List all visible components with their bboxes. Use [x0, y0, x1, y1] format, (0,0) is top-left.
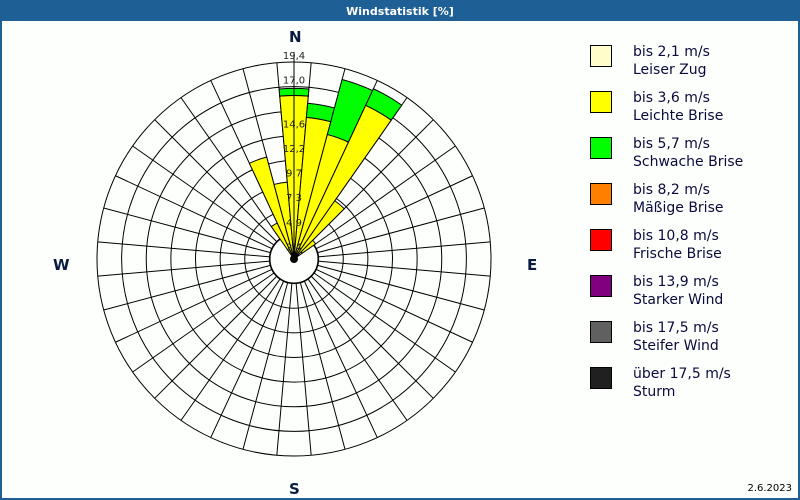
radial-tick-label: 4,9 [286, 218, 302, 229]
compass-west-label: W [53, 256, 70, 274]
legend-swatch [590, 137, 612, 159]
legend-swatch [590, 229, 612, 251]
radial-tick-label: 2,4 [286, 242, 302, 253]
legend-range: bis 8,2 m/s [633, 182, 710, 198]
legend-label: Steifer Wind [633, 338, 719, 354]
legend-swatch [590, 183, 612, 205]
window-title: Windstatistik [%] [2, 2, 798, 21]
legend-swatch [590, 91, 612, 113]
compass-south-label: S [289, 480, 300, 498]
radial-tick-label: 7,3 [286, 193, 302, 204]
radial-tick-label: 12,2 [283, 144, 305, 155]
compass-north-label: N [289, 28, 302, 46]
legend-swatch [590, 275, 612, 297]
wind-wedge-segment [300, 239, 317, 254]
legend-label: Mäßige Brise [633, 200, 724, 216]
legend-label: Leiser Zug [633, 62, 707, 78]
legend-range: bis 17,5 m/s [633, 320, 719, 336]
legend-range: bis 10,8 m/s [633, 228, 719, 244]
legend-range: bis 3,6 m/s [633, 90, 710, 106]
legend-label: Frische Brise [633, 246, 722, 262]
date-label: 2.6.2023 [747, 483, 792, 494]
legend-swatch [590, 367, 612, 389]
radial-tick-label: 17,0 [283, 76, 305, 87]
legend-label: Starker Wind [633, 292, 724, 308]
legend-range: über 17,5 m/s [633, 366, 731, 382]
radial-tick-label: 9,7 [286, 169, 302, 180]
radial-tick-label: 19,4 [283, 51, 305, 62]
compass-east-label: E [527, 256, 538, 274]
legend-range: bis 2,1 m/s [633, 44, 710, 60]
wind-wedge-segment [365, 88, 403, 121]
legend-swatch [590, 45, 612, 67]
legend-label: Schwache Brise [633, 154, 744, 170]
center-dot [290, 255, 298, 263]
legend-swatch [590, 321, 612, 343]
radial-tick-label: 14,6 [283, 119, 305, 130]
legend-range: bis 13,9 m/s [633, 274, 719, 290]
radial-tick-labels: 2,4 4,9 7,3 9,7 12,2 14,6 17,0 19,4 [283, 51, 305, 253]
legend-label: Leichte Brise [633, 108, 724, 124]
legend-label: Sturm [633, 384, 676, 400]
legend-range: bis 5,7 m/s [633, 136, 710, 152]
